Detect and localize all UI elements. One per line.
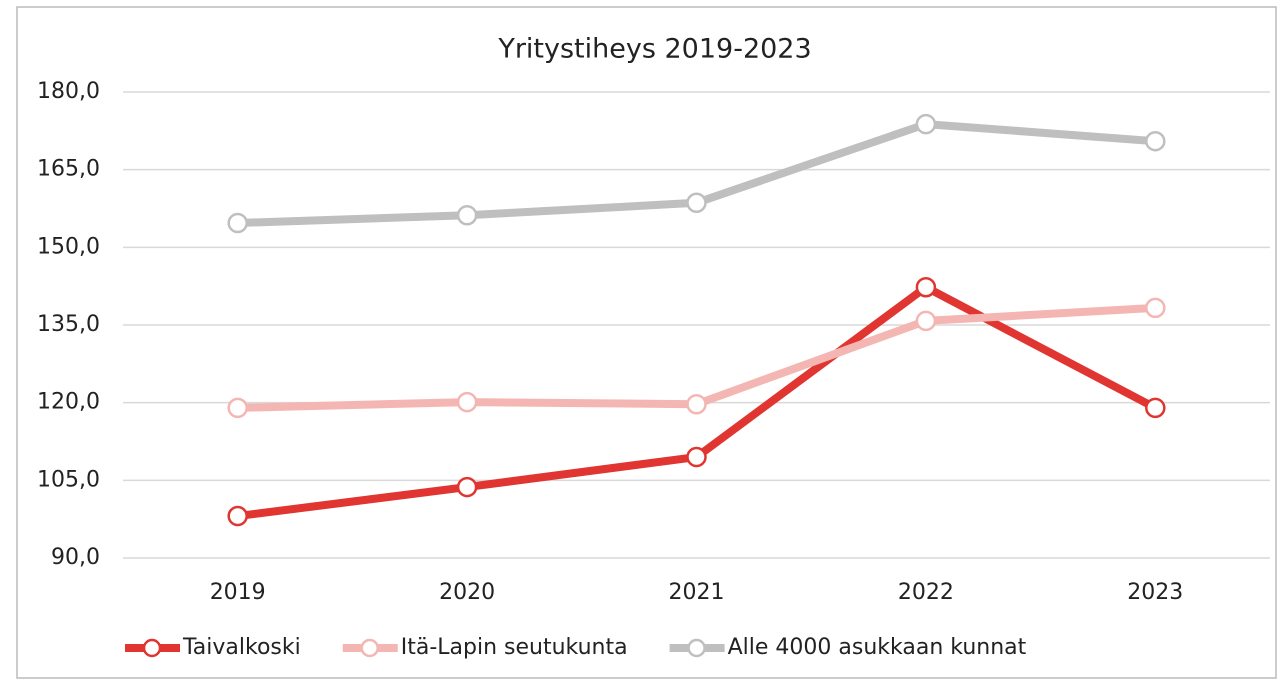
x-tick-label: 2021 [669,580,725,605]
y-tick-label: 180,0 [37,79,100,104]
y-tick-label: 150,0 [37,234,100,259]
point-marker [686,192,707,214]
chart-frame [16,6,1277,679]
x-tick-label: 2019 [210,580,266,605]
point-marker [227,212,248,234]
legend-marker [142,638,162,658]
point-marker [1145,130,1166,152]
legend-marker [360,638,379,658]
legend-label: Taivalkoski [182,635,301,660]
y-tick-label: 135,0 [37,312,100,337]
y-tick-label: 165,0 [37,157,100,182]
x-tick-label: 2023 [1127,580,1183,605]
point-marker [456,476,478,498]
y-tick-label: 105,0 [37,467,100,492]
legend-label: Alle 4000 asukkaan kunnat [728,635,1027,660]
point-marker [227,505,248,527]
legend-label: Itä-Lapin seutukunta [401,635,628,660]
point-marker [1145,397,1166,419]
legend-marker [687,638,706,658]
point-marker [227,397,248,419]
point-marker [915,113,937,135]
point-marker [456,204,478,226]
point-marker [686,446,707,468]
y-tick-label: 90,0 [51,545,100,570]
point-marker [1145,297,1166,319]
point-marker [456,391,478,413]
point-marker [686,393,707,415]
x-tick-label: 2020 [439,580,495,605]
point-marker [915,310,937,332]
y-tick-label: 120,0 [37,390,100,415]
point-marker [915,276,937,298]
chart-title: Yritystiheys 2019-2023 [497,34,811,65]
x-tick-label: 2022 [898,580,954,605]
